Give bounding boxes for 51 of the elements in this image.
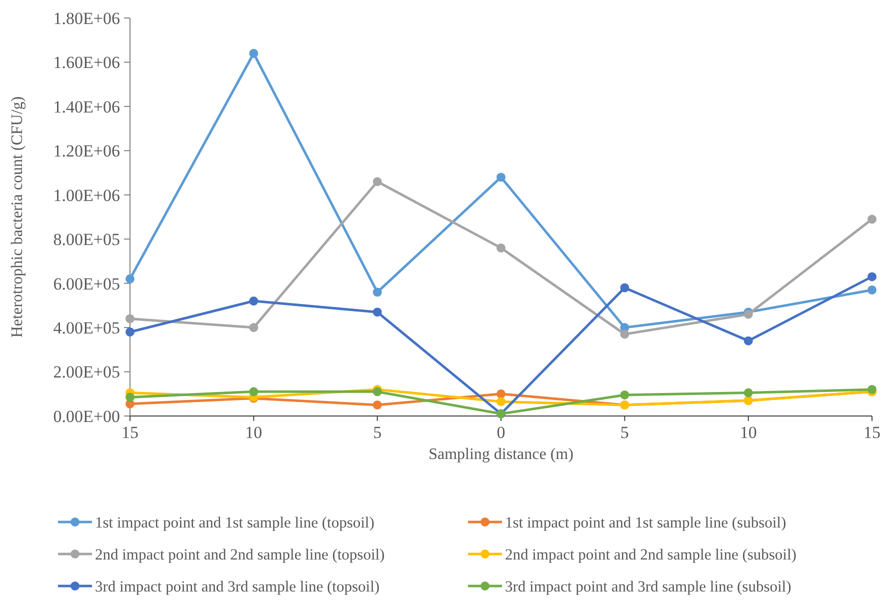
x-tick-label: 15 (864, 423, 880, 442)
point (496, 172, 506, 182)
point (249, 323, 258, 332)
legend-label: 1st impact point and 1st sample line (topsoil) (95, 514, 374, 532)
x-tick-label: 5 (373, 423, 382, 442)
point (372, 387, 382, 396)
point (620, 283, 630, 292)
y-tick-label: 2.00E+05 (53, 362, 120, 382)
x-tick-label: 10 (740, 423, 757, 442)
point (372, 177, 382, 186)
point (372, 308, 382, 317)
point (868, 272, 876, 282)
y-axis-title: Heterotrophic bacteria count (CFU/g) (9, 96, 26, 338)
point (744, 388, 753, 398)
legend-label: 2nd impact point and 2nd sample line (subsoil) (505, 546, 796, 564)
point (249, 387, 258, 396)
point (868, 384, 876, 394)
point (496, 397, 506, 406)
legend-label: 1st impact point and 1st sample line (subsoil) (505, 514, 786, 532)
point (868, 285, 876, 294)
y-tick-label: 1.00E+06 (53, 186, 120, 205)
legend-label: 2nd impact point and 2nd sample line (topsoil) (95, 546, 385, 564)
y-tick-label: 1.80E+06 (53, 8, 120, 28)
y-tick-label: 1.20E+06 (53, 142, 120, 161)
point (372, 288, 382, 297)
y-tick-label: 8.00E+05 (53, 230, 120, 250)
legend-label: 3rd impact point and 3rd sample line (subsoil) (505, 578, 792, 596)
point (496, 243, 506, 252)
point (620, 390, 630, 400)
x-tick-label: 5 (620, 423, 629, 442)
point (249, 296, 258, 306)
point (126, 392, 134, 402)
y-tick-label: 1.40E+06 (53, 97, 120, 116)
point (126, 274, 134, 284)
point (496, 389, 506, 398)
point (620, 330, 630, 339)
y-tick-label: 4.00E+05 (53, 318, 120, 338)
point (126, 314, 134, 324)
point (868, 214, 876, 224)
point (744, 336, 753, 346)
point (249, 48, 258, 58)
x-tick-label: 0 (496, 423, 506, 442)
x-tick-label: 15 (122, 423, 138, 442)
x-tick-label: 10 (245, 423, 262, 442)
y-tick-label: 6.00E+05 (53, 274, 120, 294)
point (126, 327, 134, 336)
y-tick-label: 1.60E+06 (53, 53, 120, 72)
point (372, 400, 382, 410)
x-axis-title: Sampling distance (m) (428, 446, 574, 463)
legend-label: 3rd impact point and 3rd sample line (topsoil) (95, 578, 380, 596)
y-tick-label: 0.00E+00 (53, 406, 120, 426)
